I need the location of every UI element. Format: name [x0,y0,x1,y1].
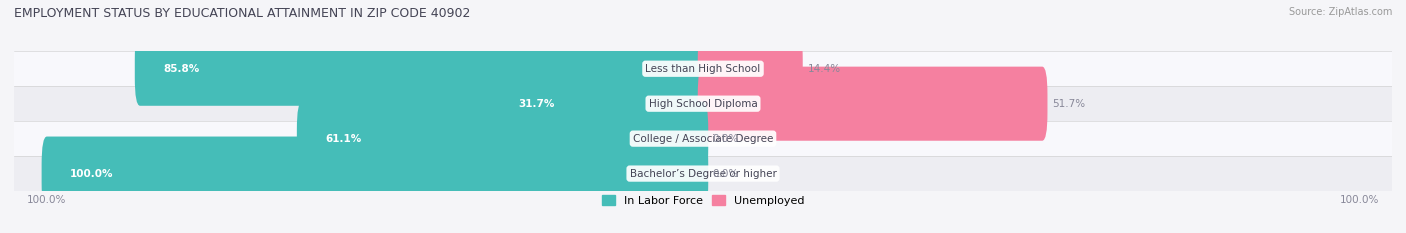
Text: 100.0%: 100.0% [70,169,114,178]
Text: EMPLOYMENT STATUS BY EDUCATIONAL ATTAINMENT IN ZIP CODE 40902: EMPLOYMENT STATUS BY EDUCATIONAL ATTAINM… [14,7,471,20]
Text: 0.0%: 0.0% [713,134,740,144]
Text: 0.0%: 0.0% [713,169,740,178]
Legend: In Labor Force, Unemployed: In Labor Force, Unemployed [598,191,808,211]
Text: Source: ZipAtlas.com: Source: ZipAtlas.com [1288,7,1392,17]
Text: 51.7%: 51.7% [1052,99,1085,109]
Text: Less than High School: Less than High School [645,64,761,74]
Bar [14,51,1392,86]
FancyBboxPatch shape [135,32,709,106]
Bar [14,121,1392,156]
Bar [14,156,1392,191]
Bar [14,86,1392,121]
Text: 85.8%: 85.8% [163,64,200,74]
Text: 61.1%: 61.1% [325,134,361,144]
Text: College / Associate Degree: College / Associate Degree [633,134,773,144]
FancyBboxPatch shape [489,67,709,141]
FancyBboxPatch shape [42,137,709,211]
FancyBboxPatch shape [297,102,709,176]
Text: 14.4%: 14.4% [807,64,841,74]
FancyBboxPatch shape [697,67,1047,141]
Text: 31.7%: 31.7% [517,99,554,109]
Text: High School Diploma: High School Diploma [648,99,758,109]
Text: Bachelor’s Degree or higher: Bachelor’s Degree or higher [630,169,776,178]
FancyBboxPatch shape [697,32,803,106]
